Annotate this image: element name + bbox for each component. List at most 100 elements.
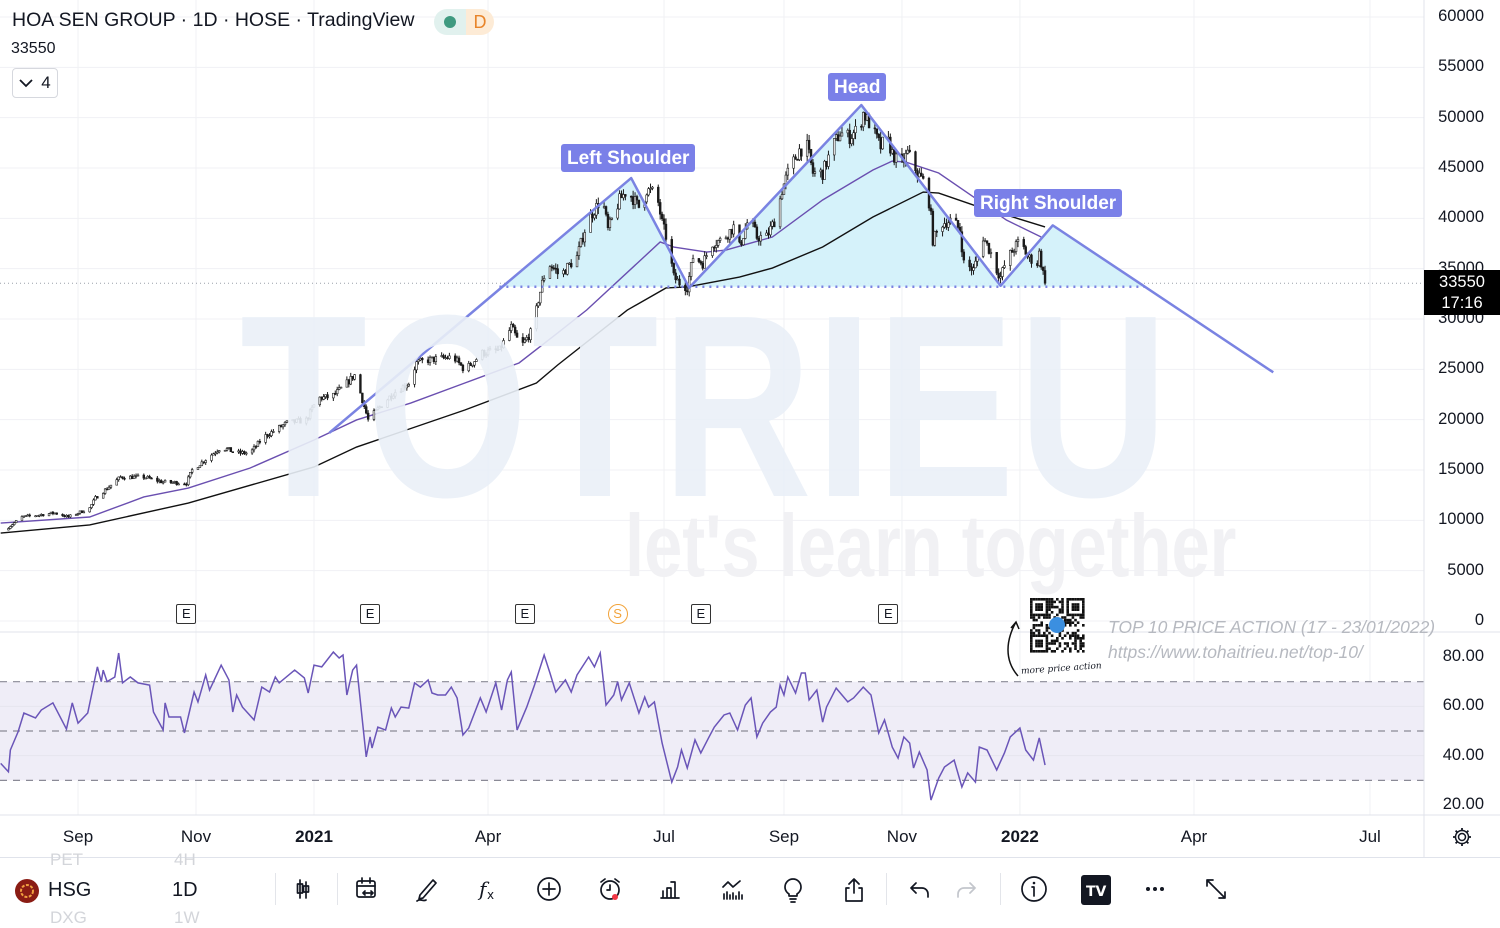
head-and-shoulders-pattern[interactable] <box>328 103 1274 434</box>
candle <box>310 406 314 411</box>
symbol-list-next[interactable]: DXG <box>50 908 87 927</box>
watermark-sub: let's learn together <box>625 496 1237 595</box>
candle <box>63 515 66 518</box>
candle <box>604 206 608 215</box>
info-icon[interactable] <box>1018 873 1052 907</box>
qr-module <box>1043 634 1046 637</box>
candle <box>755 226 759 239</box>
timeframe-list-next[interactable]: 1W <box>174 908 200 927</box>
pen-icon[interactable] <box>411 873 445 907</box>
candle <box>376 407 380 410</box>
qr-module <box>1037 598 1041 601</box>
right-shoulder-label[interactable]: Right Shoulder <box>974 189 1123 217</box>
candle <box>80 510 84 513</box>
qr-module <box>1045 600 1049 604</box>
qr-module <box>1079 647 1082 650</box>
earnings-event-marker[interactable]: E <box>690 604 711 624</box>
indicator-chart-icon[interactable] <box>716 873 750 907</box>
qr-module <box>1082 600 1085 604</box>
data-delay-letter: D <box>466 9 494 35</box>
symbol-list-prev[interactable]: PET <box>50 850 84 869</box>
candle <box>415 361 418 371</box>
settings-gear-icon[interactable] <box>1451 826 1473 853</box>
qr-center-logo <box>1049 617 1065 633</box>
plus-circle-icon[interactable] <box>533 873 567 907</box>
qr-module <box>1045 637 1049 640</box>
qr-module <box>1074 631 1077 635</box>
qr-module <box>1061 616 1064 619</box>
calendar-range-icon[interactable] <box>351 873 385 907</box>
candle <box>20 516 24 521</box>
current-price-value: 33550 <box>1439 273 1485 291</box>
qr-module <box>1037 629 1041 632</box>
qr-module <box>1069 624 1072 627</box>
qr-module <box>1032 598 1036 601</box>
price-tick-label: 45000 <box>1438 157 1484 176</box>
candles-icon[interactable] <box>289 873 323 907</box>
candle <box>805 139 809 157</box>
qr-module <box>1050 600 1054 604</box>
qr-module <box>1082 613 1085 617</box>
candle <box>593 214 596 219</box>
candle <box>997 272 1000 279</box>
alarm-icon[interactable] <box>594 873 628 907</box>
candle <box>156 477 159 482</box>
candle <box>96 496 99 499</box>
candle <box>1024 246 1027 255</box>
qr-module <box>1071 621 1075 624</box>
market-status-pill[interactable]: D <box>434 9 494 35</box>
candle <box>78 510 82 514</box>
candle <box>583 232 586 243</box>
candle <box>713 246 716 249</box>
earnings-event-marker[interactable]: E <box>360 604 381 624</box>
qr-module <box>1069 650 1072 653</box>
indicators-count: 4 <box>41 73 51 92</box>
earnings-event-marker[interactable]: E <box>878 604 899 624</box>
redo-icon[interactable] <box>950 873 984 907</box>
indicators-toggle-button[interactable]: 4 <box>12 68 58 98</box>
undo-icon[interactable] <box>904 873 938 907</box>
candle <box>374 409 378 411</box>
qr-module <box>1040 608 1043 611</box>
candle <box>1016 239 1020 242</box>
candle <box>786 167 790 176</box>
candle <box>664 223 668 240</box>
candle <box>173 481 176 483</box>
timeframe-list-prev[interactable]: 4H <box>174 850 196 869</box>
candle <box>434 356 438 362</box>
left-shoulder-label[interactable]: Left Shoulder <box>561 144 696 172</box>
symbol-selector[interactable]: HSG <box>48 879 92 901</box>
bar-chart-icon[interactable] <box>654 873 688 907</box>
qr-module <box>1061 650 1064 653</box>
candle <box>76 513 80 515</box>
lightbulb-icon[interactable] <box>777 873 811 907</box>
candle <box>989 252 993 254</box>
qr-module <box>1066 600 1069 604</box>
more-icon[interactable] <box>1139 873 1173 907</box>
qr-module <box>1032 616 1036 619</box>
fullscreen-icon[interactable] <box>1200 873 1234 907</box>
qr-module <box>1082 642 1085 645</box>
tradingview-logo-icon[interactable]: TV <box>1079 873 1113 907</box>
timeframe-selector[interactable]: 1D <box>172 879 198 901</box>
chart-title[interactable]: HOA SEN GROUP · 1D · HOSE · TradingView <box>12 9 415 31</box>
share-icon[interactable] <box>838 873 872 907</box>
price-tick-label: 5000 <box>1447 560 1484 579</box>
split-event-marker[interactable]: S <box>607 604 628 624</box>
qr-module <box>1030 611 1033 614</box>
price-tick-label: 0 <box>1474 611 1484 629</box>
earnings-event-marker[interactable]: E <box>514 604 535 624</box>
qr-module <box>1045 598 1049 601</box>
qr-module <box>1030 634 1033 637</box>
head-label[interactable]: Head <box>828 73 887 101</box>
candle <box>189 472 192 478</box>
candle <box>28 514 31 517</box>
candle <box>171 482 175 484</box>
candle <box>94 496 97 501</box>
candle <box>131 475 134 480</box>
promo-url[interactable]: https://www.tohaitrieu.net/top-10/ <box>1108 642 1363 662</box>
price-tick-label: 20000 <box>1438 409 1484 428</box>
earnings-event-marker[interactable]: E <box>176 604 197 624</box>
